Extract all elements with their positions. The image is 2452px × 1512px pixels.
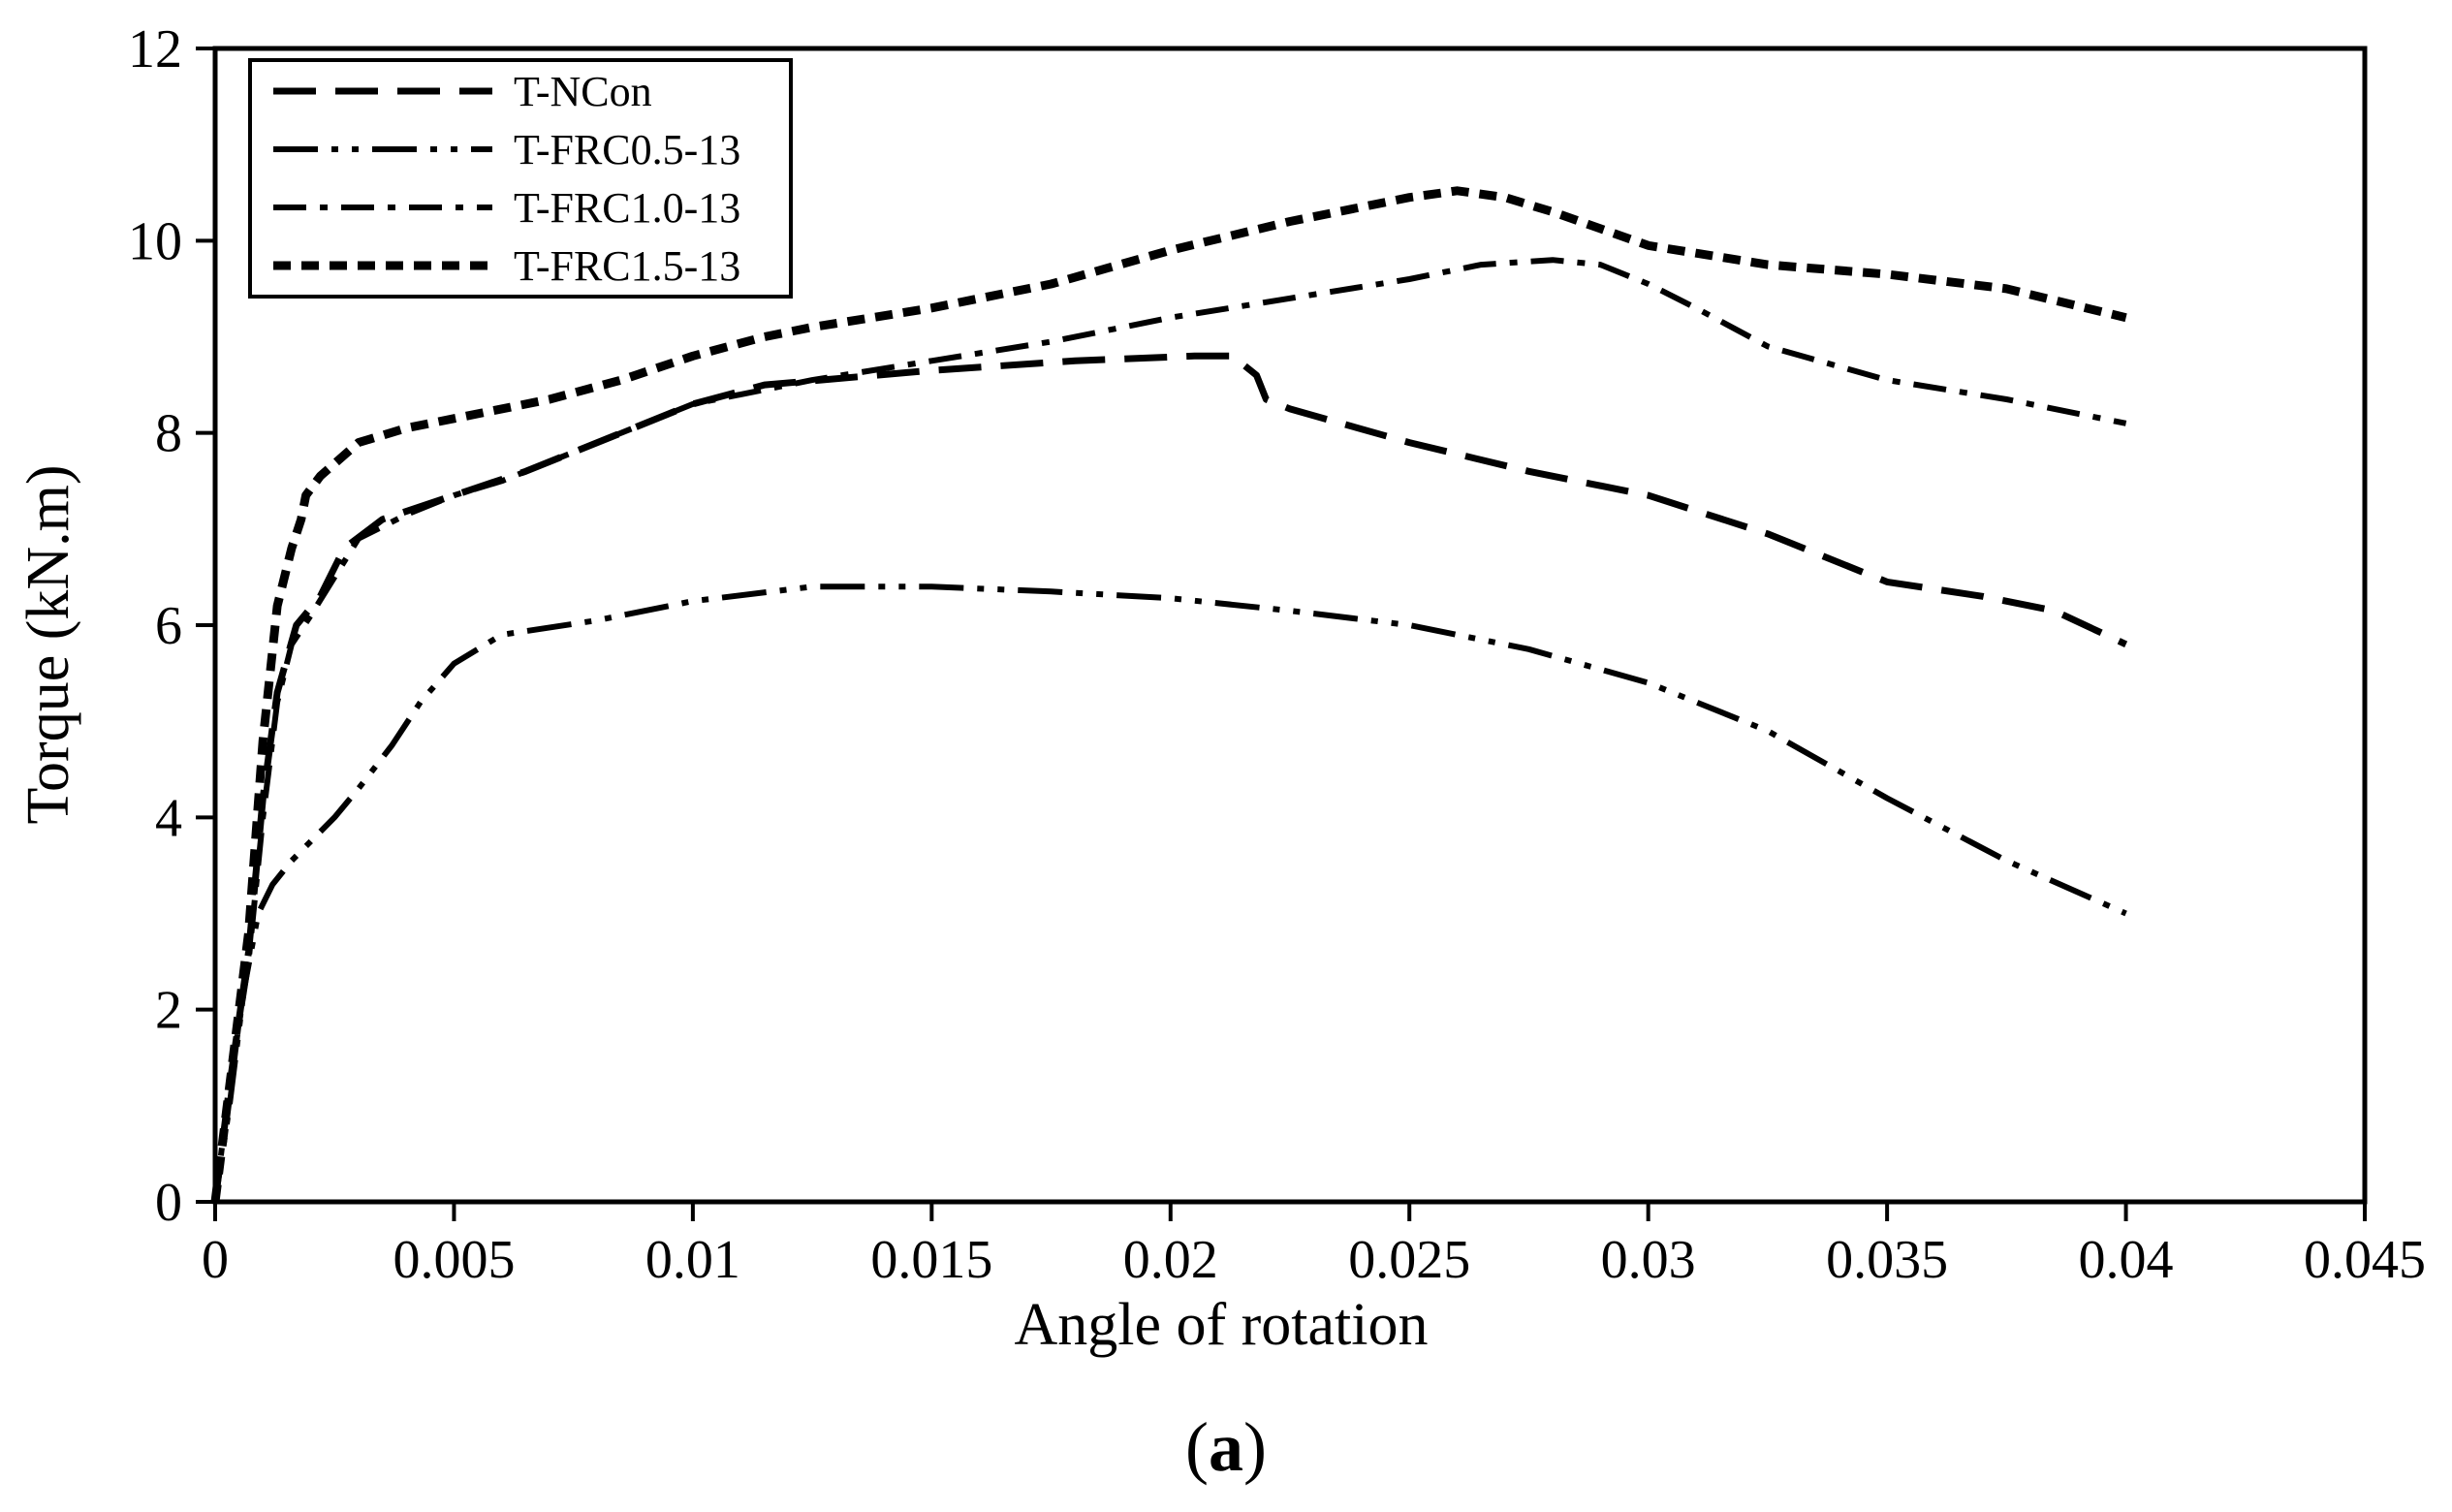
legend-label-t-ncon: T-NCon (514, 68, 652, 115)
x-tick-label: 0.005 (393, 1230, 515, 1290)
y-tick-label: 0 (155, 1173, 182, 1233)
y-tick-label: 8 (155, 404, 182, 464)
x-tick-label: 0.04 (2079, 1230, 2174, 1290)
caption-open-paren: ( (1185, 1408, 1209, 1486)
y-axis-title: Torque (kN.m) (16, 464, 81, 824)
x-tick-label: 0.045 (2304, 1230, 2426, 1290)
caption-letter: a (1209, 1408, 1243, 1486)
x-tick-label: 0 (202, 1230, 229, 1290)
x-tick-label: 0.01 (645, 1230, 740, 1290)
legend-label-t-frc1-5-13: T-FRC1.5-13 (514, 242, 740, 290)
series-line-t-frc1-5-13 (210, 186, 2127, 1203)
legend-label-t-frc1-0-13: T-FRC1.0-13 (514, 184, 740, 232)
y-tick-label: 12 (128, 19, 182, 79)
series-line-t-frc0-5-13 (212, 583, 2127, 1203)
x-tick-label: 0.025 (1348, 1230, 1470, 1290)
legend-items: T-NCon T-FRC0.5-13 T-FRC1.0-13 T-FRC1.5-13 (273, 68, 740, 290)
series-line-t-frc1-0-13 (212, 257, 2127, 1203)
y-tick-label: 10 (128, 211, 182, 271)
x-tick-label: 0.015 (870, 1230, 992, 1290)
x-tick-label: 0.02 (1123, 1230, 1218, 1290)
caption-close-paren: ) (1243, 1408, 1267, 1486)
y-tick-label: 2 (155, 981, 182, 1041)
y-axis-ticks: 0 2 4 6 8 10 12 (128, 19, 215, 1233)
series-lines (210, 186, 2128, 1203)
x-axis-ticks: 0 0.005 0.01 0.015 0.02 0.025 0.03 0.035 0.04 0.0… (202, 1202, 2426, 1290)
figure-caption: (a) (1185, 1408, 1267, 1486)
y-tick-label: 4 (155, 788, 182, 848)
legend-box (248, 58, 793, 299)
x-tick-label: 0.03 (1601, 1230, 1696, 1290)
x-axis-title: Angle of rotation (1014, 1292, 1428, 1358)
legend-label-t-frc0-5-13: T-FRC0.5-13 (514, 126, 740, 173)
y-tick-label: 6 (155, 596, 182, 656)
legend: T-NCon T-FRC0.5-13 T-FRC1.0-13 T-FRC1.5-13 (248, 58, 793, 299)
x-tick-label: 0.035 (1826, 1230, 1948, 1290)
